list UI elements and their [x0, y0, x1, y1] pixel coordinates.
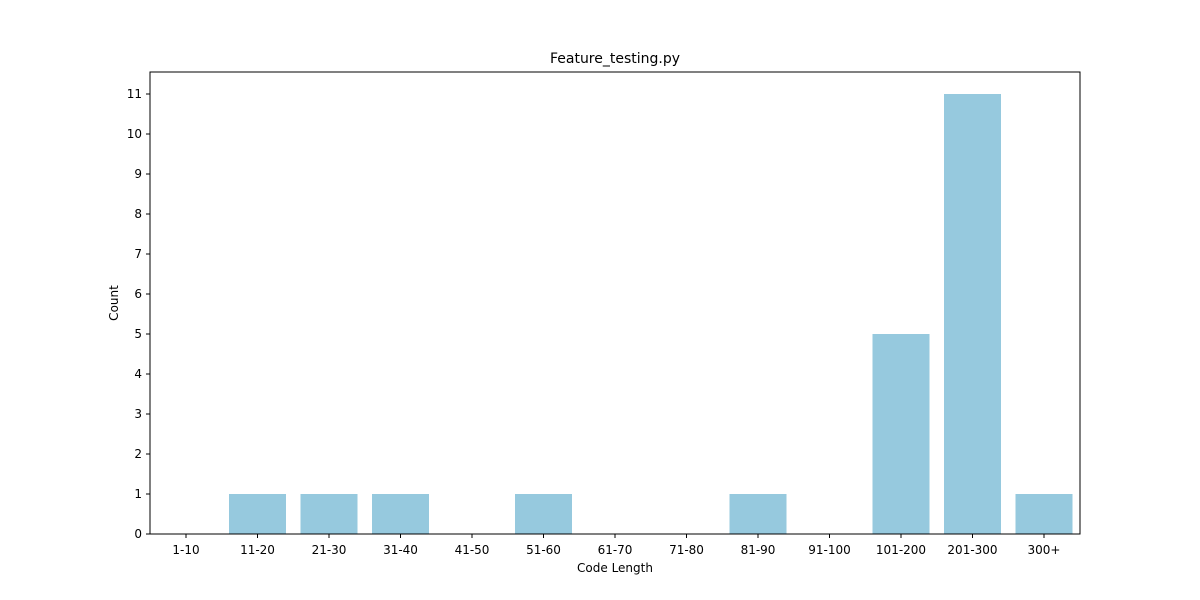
y-tick-label: 8: [134, 207, 142, 221]
bar-101-200: [872, 334, 930, 534]
y-tick-label: 10: [127, 127, 142, 141]
x-axis-ticks: 1-10 11-20 21-30 31-40 41-50 51-60 61-70 71-80 8…: [172, 534, 1060, 557]
x-tick-label: 81-90: [741, 543, 776, 557]
y-tick-label: 6: [134, 287, 142, 301]
y-tick-label: 9: [134, 167, 142, 181]
bar-31-40: [372, 494, 429, 534]
x-tick-label: 91-100: [808, 543, 851, 557]
x-tick-label: 101-200: [876, 543, 926, 557]
x-tick-label: 201-300: [947, 543, 997, 557]
x-tick-label: 21-30: [312, 543, 347, 557]
y-axis-label: Count: [107, 285, 121, 321]
x-tick-label: 300+: [1028, 543, 1061, 557]
x-tick-label: 31-40: [383, 543, 418, 557]
x-tick-label: 51-60: [526, 543, 561, 557]
x-axis-label: Code Length: [577, 561, 653, 575]
y-tick-label: 7: [134, 247, 142, 261]
x-tick-label: 61-70: [598, 543, 633, 557]
bar-201-300: [944, 94, 1001, 534]
bar-51-60: [515, 494, 572, 534]
x-tick-label: 1-10: [172, 543, 199, 557]
y-tick-label: 4: [134, 367, 142, 381]
x-tick-label: 11-20: [240, 543, 275, 557]
bar-11-20: [229, 494, 286, 534]
chart-title: Feature_testing.py: [550, 51, 680, 67]
bars-group: [229, 94, 1073, 534]
y-tick-label: 1: [134, 487, 142, 501]
bar-300+: [1015, 494, 1073, 534]
y-tick-label: 11: [127, 87, 142, 101]
bar-81-90: [729, 494, 787, 534]
y-tick-label: 3: [134, 407, 142, 421]
x-tick-label: 71-80: [669, 543, 704, 557]
y-tick-label: 0: [134, 527, 142, 541]
plot-area-frame: [149, 71, 1081, 535]
y-axis-ticks: 0 1 2 3 4 5 6 7 8 9 10 11: [127, 87, 150, 541]
x-tick-label: 41-50: [455, 543, 490, 557]
bar-21-30: [300, 494, 358, 534]
y-tick-label: 2: [134, 447, 142, 461]
y-tick-label: 5: [134, 327, 142, 341]
